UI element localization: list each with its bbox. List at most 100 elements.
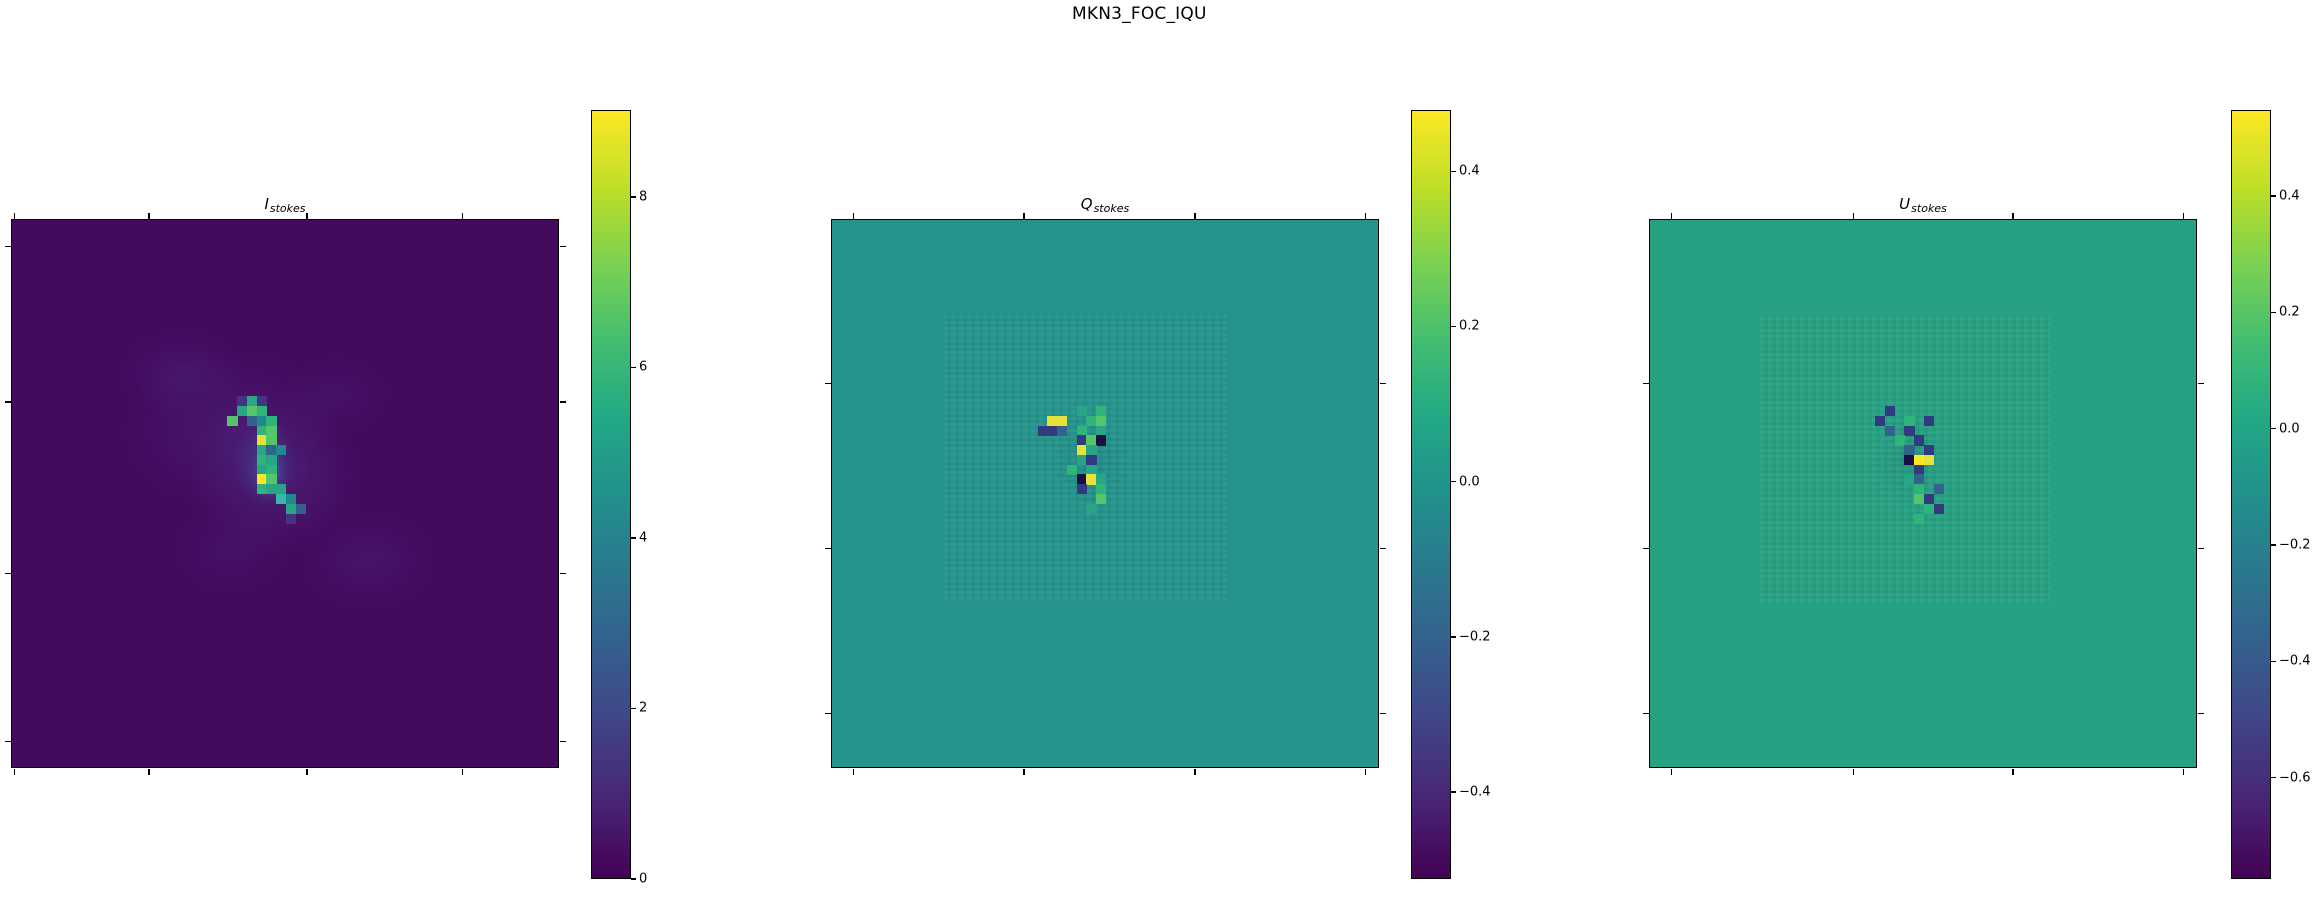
image-axes-i [5, 213, 566, 775]
sprite-pixel [1057, 415, 1068, 426]
sprite-pixel [266, 435, 277, 446]
sprite-pixel [1914, 513, 1925, 524]
panel-title-u: Ustokes [1899, 193, 1947, 215]
sprite-pixel [256, 435, 267, 446]
axis-tick [1852, 769, 1855, 775]
axis-tick [1643, 382, 1649, 384]
sprite-pixel [295, 503, 307, 515]
sprite-pixel [1096, 435, 1107, 446]
axis-tick [306, 213, 308, 219]
axis-tick [1380, 713, 1386, 715]
sprite-pixel [276, 484, 287, 495]
sprite-pixel [1086, 445, 1097, 456]
image-axes-q [825, 213, 1386, 775]
sprite-pixel [1914, 435, 1925, 446]
axis-tick [1380, 382, 1386, 384]
axis-tick [560, 573, 566, 575]
axis-tick [2198, 713, 2204, 715]
colorbar-u [2231, 110, 2271, 879]
sprite-pixel [1086, 464, 1097, 475]
sprite-pixel [246, 396, 258, 407]
colorbar-tick [631, 366, 636, 369]
sprite-pixel [1076, 425, 1087, 436]
sprite-pixel [256, 464, 267, 475]
sprite-pixel [256, 415, 267, 426]
sprite-pixel [1096, 425, 1107, 436]
colorbar-tick-label: −0.6 [2279, 770, 2311, 786]
sprite-pixel [266, 454, 277, 466]
sprite-pixel [286, 494, 297, 505]
colorbar-tick [2271, 777, 2276, 779]
sprite-pixel [1884, 425, 1896, 436]
sprite-pixel [276, 445, 287, 456]
colorbar-tick [2271, 660, 2276, 663]
colorbar-tick [631, 196, 636, 198]
axis-tick [560, 245, 566, 248]
colorbar-tick-label: −0.2 [2279, 537, 2311, 553]
panel-title-main: I [264, 195, 269, 213]
colorbar-tick [631, 878, 636, 880]
axis-tick [1643, 713, 1649, 715]
sprite-pixel [1875, 415, 1886, 426]
axis-tick [825, 713, 831, 715]
colorbar-tick [2271, 311, 2276, 314]
sprite-pixel [1914, 464, 1925, 475]
axis-tick [1364, 769, 1367, 775]
axis-tick [13, 769, 16, 775]
sprite-pixel [1037, 425, 1048, 436]
sprite-pixel [1096, 484, 1107, 495]
colorbar-tick [1451, 170, 1456, 172]
axis-tick [13, 213, 16, 219]
sprite-pixel [1914, 454, 1925, 466]
colorbar-tick-label: −0.2 [1459, 629, 1491, 645]
sprite-pixel [1904, 425, 1915, 436]
axis-tick [1380, 547, 1386, 550]
axis-tick [2198, 382, 2204, 384]
axis-tick [5, 401, 11, 403]
axis-tick [148, 213, 150, 219]
sprite-pixel [1076, 454, 1087, 466]
axis-tick [1670, 769, 1673, 775]
sprite-pixel [1076, 445, 1087, 456]
colorbar-tick-label: 6 [639, 359, 648, 375]
sprite-pixel [276, 494, 287, 505]
sprite-pixel [1924, 494, 1935, 505]
sprite-pixel [266, 474, 277, 485]
sprite-pixel [246, 415, 258, 426]
panel-title-main: Q [1080, 195, 1093, 213]
sprite-pixel [256, 425, 267, 436]
colorbar-tick-label: 0 [639, 871, 648, 887]
sprite-pixel [1894, 435, 1905, 446]
axis-tick [2182, 213, 2185, 219]
colorbar-tick-label: 4 [639, 530, 648, 546]
sprite-pixel [266, 484, 277, 495]
sprite-pixel [1076, 405, 1087, 417]
colorbar-i [591, 110, 631, 879]
sprite-pixel [246, 405, 258, 417]
colorbar-tick-label: 0.0 [2279, 421, 2300, 437]
panel-title-sub: stokes [269, 202, 306, 215]
axis-tick [5, 741, 11, 743]
sprite-pixel [266, 445, 277, 456]
sprite-pixel [256, 484, 267, 495]
colorbar-tick [2271, 544, 2276, 546]
sprite-pixel [1066, 464, 1078, 475]
axis-tick [148, 769, 150, 775]
axis-tick [5, 573, 11, 575]
axis-tick [1023, 213, 1025, 219]
sprite-pixel [1096, 415, 1107, 426]
sprite-pixel [1047, 425, 1058, 436]
colorbar-tick-label: 0.4 [1459, 163, 1480, 179]
sprite-pixel [1096, 474, 1107, 485]
sprite-pixel [286, 503, 297, 515]
axis-tick [825, 547, 831, 550]
sprite-pixel [1914, 484, 1925, 495]
axis-tick [825, 382, 831, 384]
colorbar-tick [2271, 428, 2276, 430]
sprite-pixel [1924, 503, 1935, 515]
sprite-pixel [237, 405, 248, 417]
sprite-pixel [286, 513, 297, 524]
sprite-pixel [256, 396, 267, 407]
colorbar-tick-label: 0.4 [2279, 188, 2300, 204]
